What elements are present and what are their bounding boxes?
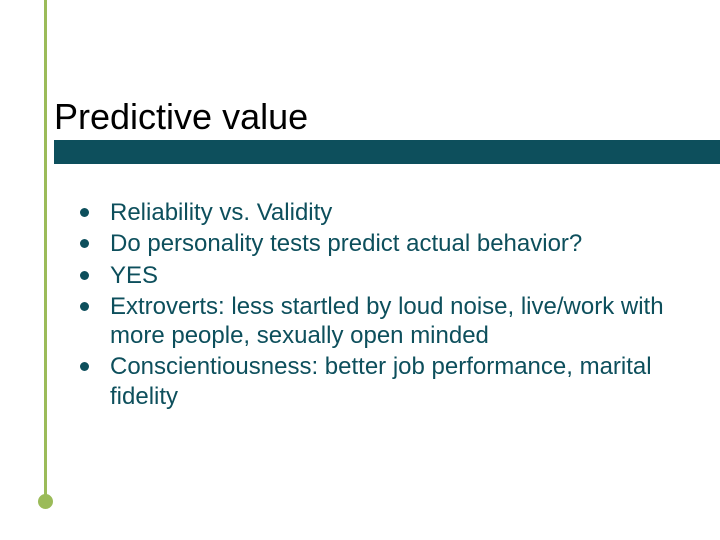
title-underline-bar <box>54 140 720 164</box>
accent-dot <box>38 494 53 509</box>
content-area: Reliability vs. Validity Do personality … <box>76 198 668 413</box>
list-item: YES <box>76 261 668 290</box>
title-area: Predictive value <box>54 96 680 143</box>
list-item: Conscientiousness: better job performanc… <box>76 352 668 411</box>
list-item: Do personality tests predict actual beha… <box>76 229 668 258</box>
list-item: Reliability vs. Validity <box>76 198 668 227</box>
presentation-slide: Predictive value Reliability vs. Validit… <box>0 0 720 540</box>
list-item: Extroverts: less startled by loud noise,… <box>76 292 668 351</box>
bullet-list: Reliability vs. Validity Do personality … <box>76 198 668 411</box>
accent-vertical-line <box>44 0 47 500</box>
slide-title: Predictive value <box>54 96 680 143</box>
